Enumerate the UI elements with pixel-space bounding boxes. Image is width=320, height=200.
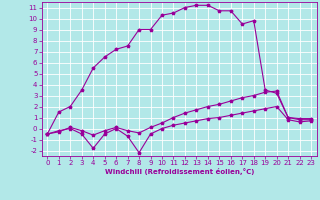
X-axis label: Windchill (Refroidissement éolien,°C): Windchill (Refroidissement éolien,°C) bbox=[105, 168, 254, 175]
